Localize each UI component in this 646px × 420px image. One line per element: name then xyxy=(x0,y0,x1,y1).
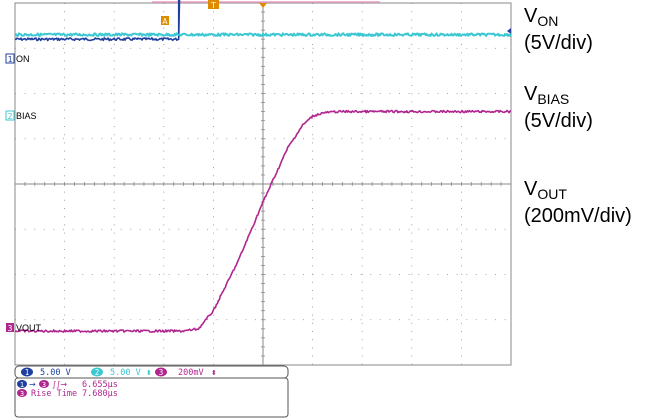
trace-vout xyxy=(14,109,512,333)
ch3-badge xyxy=(155,367,167,377)
cursor-marker[interactable] xyxy=(259,3,267,8)
trigger-letter: T xyxy=(210,1,216,10)
measurement-delay: 1 → 3 ∫∫→ 6.655µs xyxy=(17,380,118,390)
delay-arrow-icon: → xyxy=(29,380,36,389)
ch2-badge-number: 2 xyxy=(95,368,100,377)
ch2-number: 2 xyxy=(8,112,13,121)
rise-time-value: 7.680µs xyxy=(82,389,118,399)
ch1-scale: 5.00 V xyxy=(40,368,71,378)
vout-subscript: OUT xyxy=(537,186,567,202)
channel-scale-bar[interactable]: 1 5.00 V 2 5.00 V ⬍ 3 200mV ⬍ xyxy=(14,365,289,379)
rise-time-label: Rise Time xyxy=(31,389,77,399)
vout-prefix: V xyxy=(524,178,538,200)
ch2-badge xyxy=(91,367,103,377)
ch1-badge xyxy=(21,367,33,377)
ch3-scale: 200mV xyxy=(178,368,204,378)
ch2-scale: 5.00 V xyxy=(110,368,141,378)
von-scale: (5V/div) xyxy=(524,32,593,54)
von-prefix: V xyxy=(524,5,538,27)
annotation-vout: VOUT (200mV/div) xyxy=(524,178,632,227)
vbias-scale: (5V/div) xyxy=(524,110,593,132)
trigger-point-letter: A xyxy=(162,17,168,26)
ch3-trace-label: 3 VOUT xyxy=(6,323,42,333)
ch3-badge-number: 3 xyxy=(159,368,164,377)
measurement-rise-time: 3 Rise Time 7.680µs xyxy=(17,389,118,399)
ch1-offscreen-arrow-icon xyxy=(507,28,511,34)
ch1-badge-number: 1 xyxy=(25,368,30,377)
ch1-label: ON xyxy=(16,54,30,64)
trigger-point-marker[interactable]: A xyxy=(161,16,169,26)
annotation-von: VON (5V/div) xyxy=(524,5,593,54)
delay-target-number: 3 xyxy=(42,381,46,389)
vout-scale: (200mV/div) xyxy=(524,205,632,227)
delay-edge-icon: ∫∫→ xyxy=(52,380,67,389)
rise-source-number: 3 xyxy=(20,390,24,398)
ch2-label: BIAS xyxy=(16,111,37,121)
ch3-number: 3 xyxy=(8,324,13,333)
trigger-position-marker[interactable]: T xyxy=(208,0,219,10)
ch3-bandwidth-icon: ⬍ xyxy=(211,369,217,377)
trace-on xyxy=(14,0,181,42)
von-subscript: ON xyxy=(537,13,559,29)
annotation-vbias: VBIAS (5V/div) xyxy=(524,83,593,132)
ch2-bandwidth-icon: ⬍ xyxy=(146,369,152,377)
ch1-trace-label: 1 ON xyxy=(5,53,30,64)
ch3-label: VOUT xyxy=(16,323,42,333)
delay-value: 6.655µs xyxy=(82,380,118,390)
ch1-number: 1 xyxy=(8,55,13,64)
trace-bias xyxy=(14,32,512,37)
delay-source-number: 1 xyxy=(20,381,24,389)
ch2-trace-label: 2 BIAS xyxy=(5,110,37,121)
vbias-prefix: V xyxy=(524,83,538,105)
waveform-traces xyxy=(14,0,512,333)
vbias-subscript: BIAS xyxy=(537,91,570,107)
graticule xyxy=(14,2,512,366)
measurement-panel[interactable]: 1 → 3 ∫∫→ 6.655µs 3 Rise Time 7.680µs xyxy=(14,377,289,418)
